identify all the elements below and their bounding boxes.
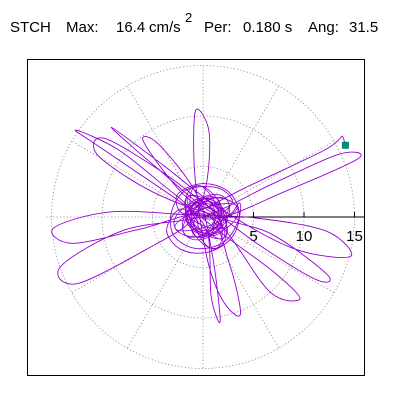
angle-label: Ang: xyxy=(308,19,339,36)
x-tick-label-5: 5 xyxy=(249,228,257,245)
trace-core-loop xyxy=(192,197,220,238)
grid-radial-210 xyxy=(71,216,204,294)
axis-group: 5 10 15 xyxy=(46,212,364,245)
station-code: STCH xyxy=(10,19,51,36)
period-label: Per: xyxy=(204,19,232,36)
max-value: 16.4 xyxy=(116,19,146,36)
trace-core-loop xyxy=(189,203,223,232)
period-value: 0.180 s xyxy=(243,19,293,36)
marker-group xyxy=(341,141,349,149)
x-tick-label-10: 10 xyxy=(296,228,313,245)
header-bar: STCH Max: 16.4 cm/s 2 Per: 0.180 s Ang: … xyxy=(0,0,400,50)
grid-radial-150 xyxy=(71,140,204,218)
particle-motion-plot: 5 10 15 xyxy=(46,65,364,369)
grid-radial-330 xyxy=(202,216,335,294)
max-unit: cm/s xyxy=(149,19,181,36)
grid-radial-60 xyxy=(202,85,280,218)
grid-radial-300 xyxy=(202,216,280,349)
trace-core-loop xyxy=(173,197,239,238)
grid-radial-240 xyxy=(126,216,204,349)
trace-core-loop xyxy=(189,185,223,250)
grid-radial-30 xyxy=(202,140,335,218)
trace-core-loop xyxy=(182,197,230,238)
max-label: Max: xyxy=(66,19,99,36)
max-unit-superscript: 2 xyxy=(185,10,193,25)
trace-core-loop xyxy=(186,195,226,240)
x-tick-label-15: 15 xyxy=(346,228,363,245)
trace-group xyxy=(51,108,362,324)
particle-motion-trace xyxy=(51,108,362,324)
trace-end-marker xyxy=(341,141,349,149)
plot-frame: 5 10 15 xyxy=(27,59,365,376)
angle-value: 31.5 xyxy=(349,19,379,36)
